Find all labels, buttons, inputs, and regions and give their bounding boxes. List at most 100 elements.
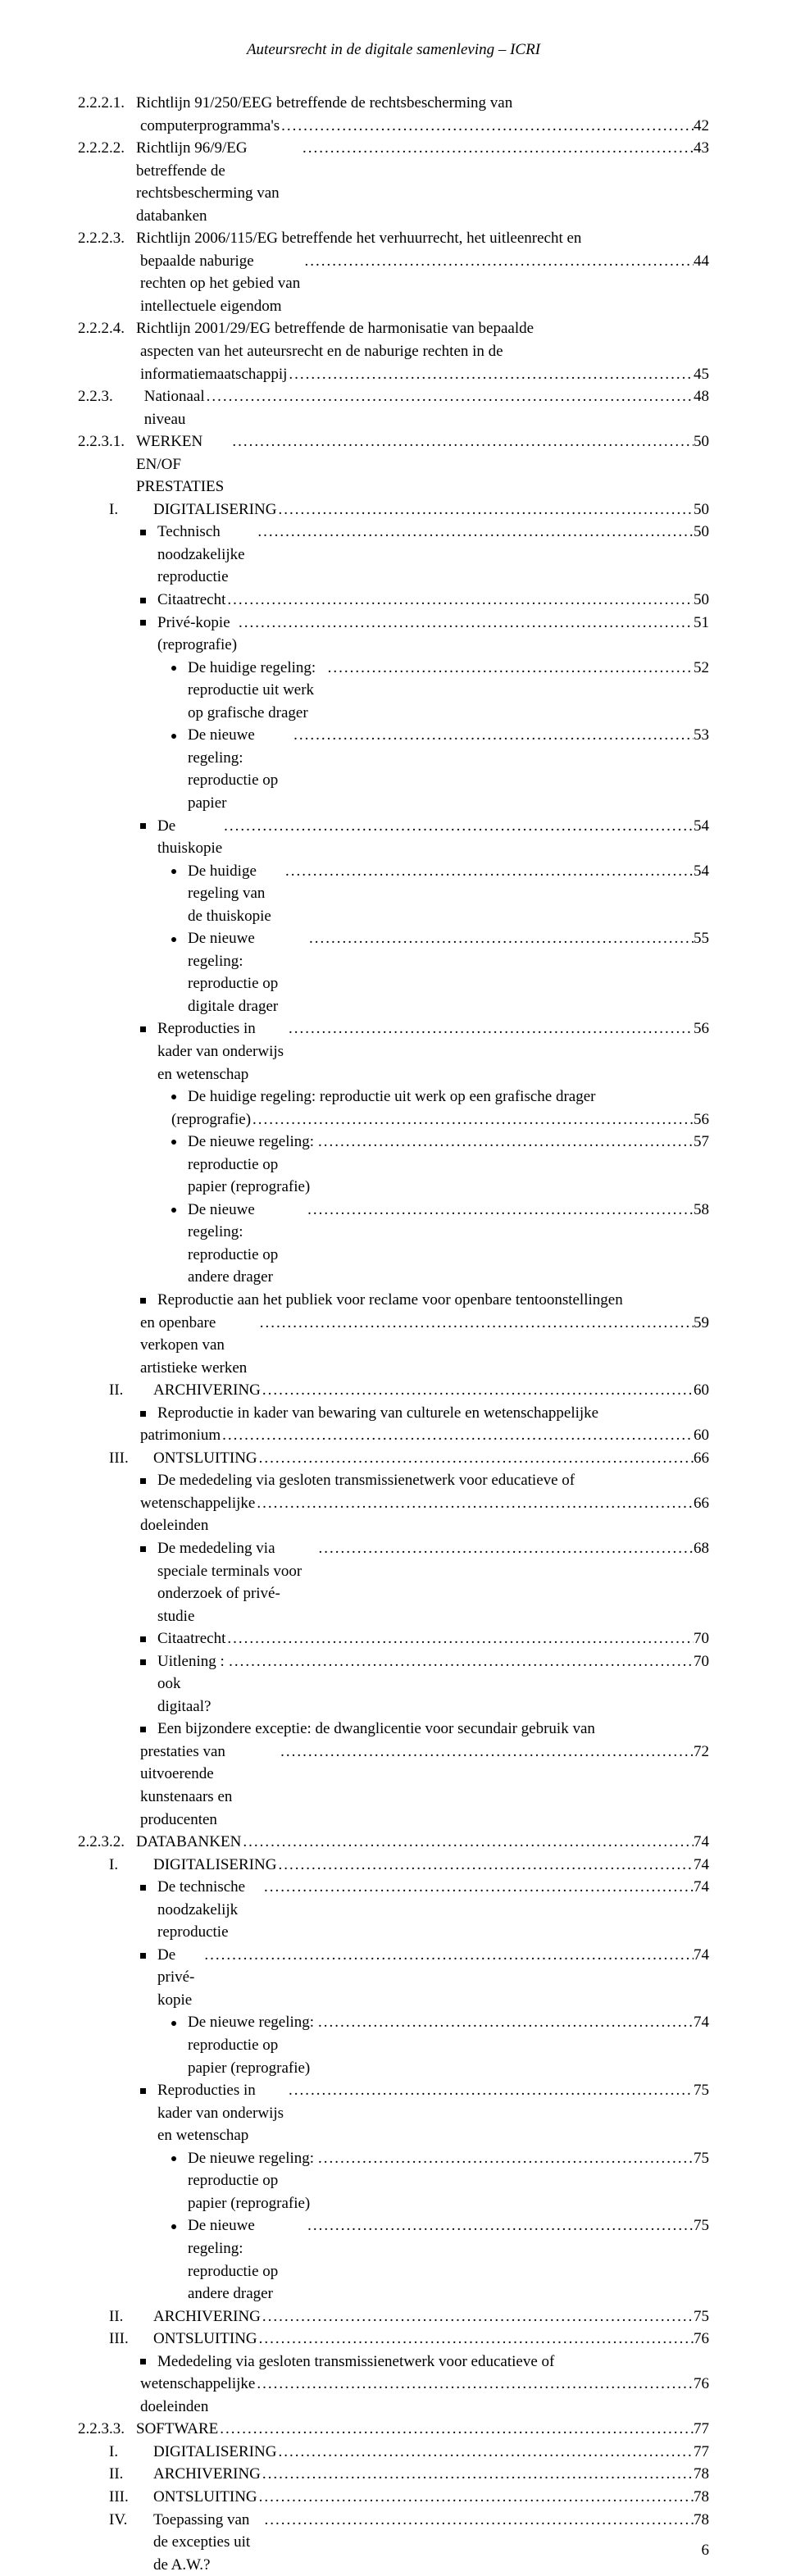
toc-entry-text: De nieuwe regeling: reproductie op digit… — [188, 927, 307, 1017]
toc-roman-number: II. — [109, 2463, 142, 2486]
disc-bullet-icon — [171, 728, 176, 746]
toc-entry-text: De mededeling via gesloten transmissiene… — [157, 1469, 575, 1492]
toc-entry: De nieuwe regeling: reproductie op digit… — [78, 927, 709, 1017]
toc-entry: De nieuwe regeling: reproductie op papie… — [78, 2011, 709, 2079]
toc-entry-text: De privé-kopie — [157, 1944, 202, 2012]
toc-entry: Technisch noodzakelijke reproductie50 — [78, 521, 709, 589]
toc-leader-dots — [316, 2147, 694, 2170]
square-bullet-icon — [140, 1880, 146, 1898]
toc-entry: patrimonium60 — [78, 1424, 709, 1447]
toc-entry: 2.2.3.3.SOFTWARE77 — [78, 2418, 709, 2441]
square-bullet-icon — [140, 616, 146, 634]
square-bullet-icon — [140, 1541, 146, 1559]
toc-entry-text: wetenschappelijke doeleinden — [140, 1492, 255, 1537]
toc-roman-number: I. — [109, 498, 142, 521]
toc-entry-text: ONTSLUITING — [153, 2328, 257, 2351]
toc-entry-text: De nieuwe regeling: reproductie op ander… — [188, 1199, 306, 1289]
page-number: 6 — [702, 2542, 710, 2560]
square-bullet-icon — [140, 1406, 146, 1424]
toc-entry: Citaatrecht50 — [78, 589, 709, 612]
toc-page-ref: 57 — [694, 1131, 709, 1154]
disc-bullet-icon — [171, 1203, 176, 1221]
toc-leader-dots — [287, 363, 694, 386]
toc-roman-number: IV. — [109, 2509, 142, 2532]
square-bullet-icon — [140, 819, 146, 837]
toc-entry-text: Richtlijn 2001/29/EG betreffende de harm… — [136, 317, 534, 340]
disc-bullet-icon — [171, 2219, 176, 2237]
toc-page-ref: 42 — [694, 115, 709, 138]
toc-page-ref: 72 — [694, 1741, 709, 1764]
toc-leader-dots — [276, 2441, 694, 2464]
square-bullet-icon — [140, 1948, 146, 1966]
toc-page-ref: 53 — [694, 724, 709, 747]
toc-leader-dots — [263, 2509, 694, 2532]
toc-roman-number: III. — [109, 1447, 142, 1470]
toc-leader-dots — [316, 2011, 694, 2034]
toc-leader-dots — [287, 2079, 694, 2102]
toc-leader-dots — [237, 612, 694, 635]
square-bullet-icon — [140, 1022, 146, 1040]
toc-roman-number: II. — [109, 1379, 142, 1402]
toc-entry-text: DIGITALISERING — [153, 1854, 276, 1877]
toc-page-ref: 54 — [694, 860, 709, 883]
toc-page-ref: 78 — [694, 2486, 709, 2509]
square-bullet-icon — [140, 1473, 146, 1491]
toc-entry: informatiemaatschappij45 — [78, 363, 709, 386]
toc-entry: Reproducties in kader van onderwijs en w… — [78, 1017, 709, 1085]
toc-roman-number: I. — [109, 1854, 142, 1877]
disc-bullet-icon — [171, 864, 176, 882]
toc-entry-text: ARCHIVERING — [153, 1379, 261, 1402]
toc-entry: De nieuwe regeling: reproductie op ander… — [78, 2214, 709, 2305]
toc-page-ref: 52 — [694, 657, 709, 680]
toc-entry: De huidige regeling: reproductie uit wer… — [78, 1085, 709, 1108]
toc-leader-dots — [279, 1741, 694, 1764]
toc-page-ref: 77 — [694, 2418, 709, 2441]
toc-entry: 2.2.2.2.Richtlijn 96/9/EG betreffende de… — [78, 137, 709, 227]
toc-entry-text: ARCHIVERING — [153, 2463, 261, 2486]
toc-leader-dots — [261, 2463, 694, 2486]
toc-leader-dots — [255, 1492, 694, 1515]
toc-entry: II.ARCHIVERING75 — [78, 2305, 709, 2328]
toc-entry: 2.2.3.1.WERKEN EN/OF PRESTATIES50 — [78, 430, 709, 498]
disc-bullet-icon — [171, 1090, 176, 1108]
toc-entry: IV.Toepassing van de excepties uit de A.… — [78, 2509, 709, 2576]
toc-section-number: 2.2.3.2. — [78, 1831, 125, 1854]
toc-entry: Reproductie aan het publiek voor reclame… — [78, 1289, 709, 1312]
table-of-contents: 2.2.2.1.Richtlijn 91/250/EEG betreffende… — [78, 92, 709, 2576]
toc-leader-dots — [257, 2328, 694, 2351]
disc-bullet-icon — [171, 2151, 176, 2169]
toc-entry: De nieuwe regeling: reproductie op papie… — [78, 724, 709, 814]
toc-entry-text: Een bijzondere exceptie: de dwanglicenti… — [157, 1718, 595, 1741]
toc-entry: De nieuwe regeling: reproductie op papie… — [78, 2147, 709, 2215]
toc-entry: Mededeling via gesloten transmissienetwe… — [78, 2351, 709, 2373]
toc-leader-dots — [276, 498, 694, 521]
toc-entry-text: De huidige regeling van de thuiskopie — [188, 860, 284, 928]
toc-entry: De mededeling via gesloten transmissiene… — [78, 1469, 709, 1492]
toc-leader-dots — [255, 2373, 694, 2396]
toc-section-number: 2.2.2.4. — [78, 317, 125, 340]
toc-leader-dots — [227, 1650, 694, 1673]
toc-section-number: 2.2.2.1. — [78, 92, 125, 115]
document-page: Auteursrecht in de digitale samenleving … — [0, 0, 787, 2576]
toc-page-ref: 75 — [694, 2214, 709, 2237]
square-bullet-icon — [140, 1293, 146, 1311]
toc-entry: aspecten van het auteursrecht en de nabu… — [78, 340, 709, 363]
toc-page-ref: 44 — [694, 250, 709, 273]
toc-page-ref: 50 — [694, 498, 709, 521]
toc-entry: wetenschappelijke doeleinden66 — [78, 1492, 709, 1537]
toc-entry-text: Richtlijn 96/9/EG betreffende de rechtsb… — [136, 137, 301, 227]
toc-page-ref: 75 — [694, 2147, 709, 2170]
toc-entry-text: DIGITALISERING — [153, 2441, 276, 2464]
toc-entry-text: De nieuwe regeling: reproductie op ander… — [188, 2214, 306, 2305]
toc-entry: De nieuwe regeling: reproductie op ander… — [78, 1199, 709, 1289]
toc-entry-text: (reprografie) — [171, 1108, 251, 1131]
toc-page-ref: 56 — [694, 1108, 709, 1131]
toc-entry-text: Mededeling via gesloten transmissienetwe… — [157, 2351, 554, 2373]
toc-leader-dots — [202, 1944, 694, 1967]
toc-leader-dots — [251, 1108, 694, 1131]
toc-leader-dots — [230, 430, 694, 453]
toc-page-ref: 45 — [694, 363, 709, 386]
toc-leader-dots — [306, 2214, 694, 2237]
toc-entry-text: WERKEN EN/OF PRESTATIES — [136, 430, 230, 498]
disc-bullet-icon — [171, 931, 176, 949]
